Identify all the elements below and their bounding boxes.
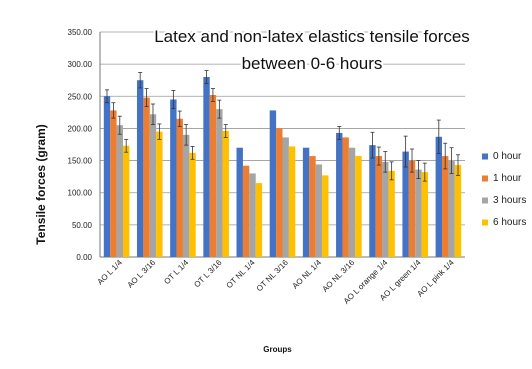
legend-swatch xyxy=(482,197,488,204)
legend-label: 1 hour xyxy=(493,173,522,184)
chart-title-line: between 0-6 hours xyxy=(242,54,383,73)
bar xyxy=(375,156,383,257)
y-tick-label: 0.00 xyxy=(76,253,92,262)
y-tick-label: 300.00 xyxy=(68,60,93,69)
bar xyxy=(342,137,349,257)
bar xyxy=(242,165,250,257)
legend-label: 3 hours xyxy=(493,195,526,206)
bar xyxy=(315,164,323,257)
bar xyxy=(442,156,449,257)
bar xyxy=(415,169,422,257)
bar xyxy=(382,161,389,257)
legend-swatch xyxy=(482,219,488,226)
y-axis-title: Tensile forces (gram) xyxy=(34,124,48,244)
bar xyxy=(122,145,130,257)
bar xyxy=(143,97,150,257)
bar xyxy=(388,170,395,257)
bar xyxy=(302,147,310,257)
bar xyxy=(110,110,117,257)
y-tick-label: 350.00 xyxy=(68,28,93,37)
bar xyxy=(402,151,409,257)
bar xyxy=(189,152,196,257)
bar xyxy=(309,156,316,257)
bar xyxy=(348,147,356,257)
bar xyxy=(156,131,163,257)
bar xyxy=(322,175,329,257)
bar xyxy=(149,114,157,258)
legend-label: 0 hour xyxy=(493,151,522,162)
bar xyxy=(454,165,462,257)
bar xyxy=(103,96,111,258)
bar xyxy=(269,110,277,257)
legend: 0 hour 1 hour 3 hours 6 hours xyxy=(482,151,526,228)
error-bars xyxy=(104,70,461,182)
bar xyxy=(182,134,190,257)
bar xyxy=(255,183,263,257)
bar xyxy=(435,136,443,257)
bar xyxy=(136,80,144,257)
chart-title: Latex and non-latex elastics tensile for… xyxy=(152,25,472,75)
bar xyxy=(170,99,177,257)
bar xyxy=(216,109,223,258)
bar xyxy=(355,156,362,257)
bar xyxy=(236,147,243,257)
y-tick-label: 250.00 xyxy=(68,92,93,101)
bar xyxy=(222,131,229,257)
chart-title-halo: between 0-6 hours xyxy=(242,54,383,73)
bar xyxy=(336,132,343,257)
legend-swatch xyxy=(482,153,488,160)
bar xyxy=(176,118,183,258)
bars xyxy=(103,77,462,258)
x-axis-title: Groups xyxy=(263,345,292,354)
chart-title-line: Latex and non-latex elastics tensile for… xyxy=(154,27,470,46)
bar xyxy=(116,125,123,257)
chart-title-halo: Latex and non-latex elastics tensile for… xyxy=(154,27,470,46)
bar xyxy=(421,172,429,257)
bar xyxy=(288,146,296,257)
y-tick-label: 100.00 xyxy=(68,189,93,198)
bar xyxy=(203,77,210,257)
bar xyxy=(282,137,289,257)
bar xyxy=(209,95,217,257)
y-tick-label: 200.00 xyxy=(68,124,93,133)
bar xyxy=(369,145,376,257)
legend-label: 6 hours xyxy=(493,217,526,228)
bar xyxy=(448,160,455,257)
y-tick-label: 50.00 xyxy=(72,221,93,230)
bar xyxy=(249,173,256,257)
bar xyxy=(276,128,283,257)
bar xyxy=(408,160,416,257)
y-tick-label: 150.00 xyxy=(68,157,93,166)
legend-swatch xyxy=(482,175,488,182)
